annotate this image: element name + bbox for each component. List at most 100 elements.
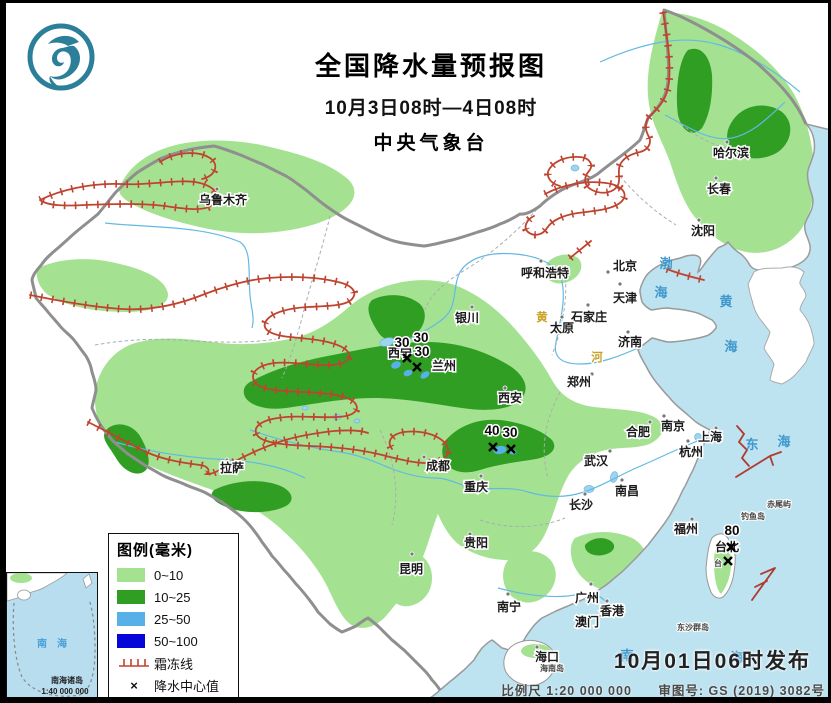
- precip-area-25-50: [391, 361, 517, 455]
- city-label-银川: 银川: [455, 310, 479, 325]
- city-dot-昆明: [409, 551, 415, 557]
- city-dot-成都: [421, 454, 427, 460]
- issuing-agency: 中央气象台: [373, 133, 489, 154]
- legend-item-0-10: 0~10: [117, 564, 230, 586]
- cma-logo: [24, 20, 98, 94]
- precip-center-value: 30: [394, 335, 409, 350]
- city-label-石家庄: 石家庄: [570, 309, 607, 324]
- precip-center-value: 30: [414, 344, 429, 359]
- city-dot-广州: [588, 581, 594, 587]
- city-dot-重庆: [478, 473, 484, 479]
- city-dot-澳门: [596, 613, 602, 619]
- city-dot-上海: [713, 425, 719, 431]
- rivers: [104, 39, 801, 603]
- city-label-郑州: 郑州: [567, 374, 591, 389]
- city-dot-银川: [469, 304, 475, 310]
- precip-center-cross: [402, 353, 412, 363]
- city-dot-贵阳: [467, 531, 473, 537]
- sea-label: 渤: [659, 256, 672, 271]
- frost-line-icon: [119, 659, 149, 667]
- map-valid-period: 10月3日08时—4日08时: [324, 98, 538, 119]
- city-label-南昌: 南昌: [615, 483, 639, 498]
- city-dot-天津: [617, 281, 623, 287]
- sea-labels-layer: 渤海黄海东 海南海: [620, 256, 790, 665]
- city-dot-呼和浩特: [538, 258, 544, 264]
- precip-center-cross: [726, 542, 736, 552]
- sea-label: 海: [724, 339, 737, 354]
- city-label-呼和浩特: 呼和浩特: [521, 265, 569, 280]
- city-label-长春: 长春: [707, 181, 732, 196]
- city-label-西安: 西安: [498, 390, 522, 405]
- hainan-precip-0-10: [521, 644, 551, 658]
- legend-label: 50~100: [154, 633, 198, 649]
- wind-symbols: [735, 425, 782, 601]
- city-dot-海口: [534, 644, 540, 650]
- legend-label: 霜冻线: [154, 656, 194, 672]
- title-block: 全国降水量预报图 10月3日08时—4日08时 中央气象台: [256, 46, 606, 155]
- city-dot-南京: [661, 413, 667, 419]
- city-label-香港: 香港: [599, 603, 625, 618]
- sea-label: 南: [620, 648, 633, 663]
- city-label-杭州: 杭州: [679, 444, 703, 459]
- city-dot-南昌: [619, 477, 625, 483]
- city-label-武汉: 武汉: [584, 453, 609, 468]
- inset-scale-label: 1:40 000 000: [41, 687, 89, 696]
- city-dot-北京: [605, 269, 611, 275]
- inset-islands-label: 南海诸岛: [51, 675, 83, 685]
- city-label-拉萨: 拉萨: [220, 460, 244, 475]
- city-dot-济南: [625, 329, 631, 335]
- city-label-哈尔滨: 哈尔滨: [713, 145, 749, 160]
- map-scale: 比例尺 1:20 000 000: [501, 684, 632, 698]
- precip-center-value: 40: [484, 423, 499, 438]
- city-label-济南: 济南: [618, 334, 642, 349]
- legend-item-10-25: 10~25: [117, 586, 230, 608]
- city-dot-郑州: [589, 371, 595, 377]
- island-label: 赤尾屿: [767, 499, 791, 509]
- legend-label: 0~10: [154, 567, 184, 583]
- city-dot-福州: [689, 516, 695, 522]
- cma-logo-graphic: [27, 23, 95, 91]
- sea-label: 海: [777, 434, 790, 449]
- precip-center-value: 30: [413, 330, 428, 345]
- city-label-台北: 台北: [715, 539, 739, 554]
- city-label-上海: 上海: [698, 429, 722, 444]
- city-label-兰州: 兰州: [432, 358, 456, 373]
- city-label-重庆: 重庆: [464, 479, 488, 494]
- city-label-南京: 南京: [661, 418, 685, 433]
- city-dot-石家庄: [585, 302, 591, 308]
- city-dot-武汉: [607, 448, 613, 454]
- city-label-广州: 广州: [575, 590, 599, 605]
- city-label-沈阳: 沈阳: [691, 223, 715, 238]
- city-label-海口: 海口: [535, 649, 559, 664]
- map-approval-number: 审图号: GS (2019) 3082号: [658, 684, 825, 698]
- issue-time: 10月01日06时发布: [613, 650, 811, 673]
- legend-item-50-100: 50~100: [117, 630, 230, 652]
- river-labels-layer: 黄河: [535, 309, 605, 366]
- precip-center-cross: [723, 556, 733, 566]
- city-label-澳门: 澳门: [575, 614, 599, 629]
- city-dot-南宁: [505, 591, 511, 597]
- map-title: 全国降水量预报图: [314, 51, 547, 81]
- island-label: 海南岛: [540, 663, 564, 673]
- island-label: 台: [714, 558, 722, 568]
- precip-center-cross: [420, 348, 430, 358]
- city-dot-哈尔滨: [724, 139, 730, 145]
- precip-center-cross: [412, 362, 422, 372]
- precip-center-cross: [506, 444, 516, 454]
- city-label-成都: 成都: [426, 458, 450, 473]
- legend-swatch-10-25: [117, 590, 145, 604]
- city-dot-西安: [502, 385, 508, 391]
- city-label-贵阳: 贵阳: [464, 535, 488, 550]
- inset-map: 南海 南海诸岛 1:40 000 000: [7, 573, 97, 698]
- legend-label: 10~25: [154, 589, 191, 605]
- city-dot-合肥: [647, 419, 653, 425]
- sea-label: 黄: [719, 294, 732, 309]
- island-label: 东沙群岛: [677, 622, 709, 632]
- city-dot-长春: [713, 175, 719, 181]
- city-labels-layer: 乌鲁木齐哈尔滨长春沈阳北京天津呼和浩特石家庄太原济南银川西宁兰州西安郑州成都重庆…: [197, 139, 751, 666]
- legend-label: 降水中心值: [154, 678, 220, 694]
- legend-swatch-25-50: [117, 612, 145, 626]
- city-dot-太原: [559, 314, 565, 320]
- city-label-合肥: 合肥: [626, 424, 650, 439]
